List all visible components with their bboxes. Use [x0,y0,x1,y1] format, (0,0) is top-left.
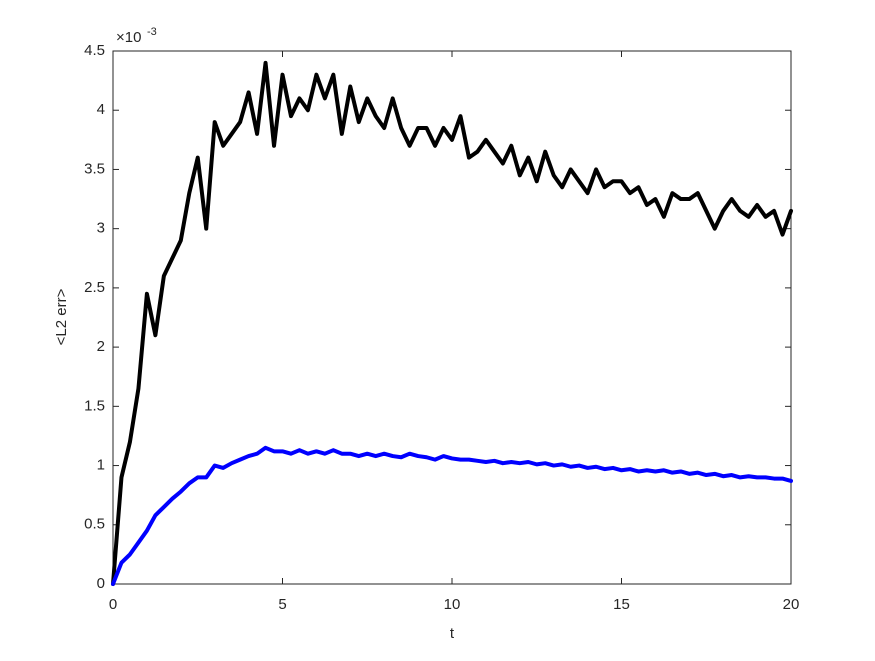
y-tick-label: 2.5 [84,279,105,296]
y-tick-label: 4 [97,101,105,118]
y-multiplier-exponent: -3 [147,26,157,38]
y-tick-label: 0.5 [84,516,105,533]
data-line [111,445,793,586]
y-tick-label: 3 [97,220,105,237]
y-axis-label: <L2 err> [53,288,70,345]
y-tick-label: 0 [97,575,105,592]
data-line [111,60,793,586]
x-tick-label: 15 [613,596,630,613]
y-multiplier-base: ×10 [116,29,141,46]
x-axis-label: t [450,625,455,642]
x-tick-label: 10 [444,596,461,613]
x-tick-label: 5 [278,596,286,613]
y-tick-label: 1 [97,457,105,474]
y-tick-label: 3.5 [84,160,105,177]
x-tick-label: 20 [783,596,800,613]
x-tick-label: 0 [109,596,117,613]
y-tick-label: 4.5 [84,42,105,59]
y-tick-label: 1.5 [84,397,105,414]
y-tick-label: 2 [97,338,105,355]
